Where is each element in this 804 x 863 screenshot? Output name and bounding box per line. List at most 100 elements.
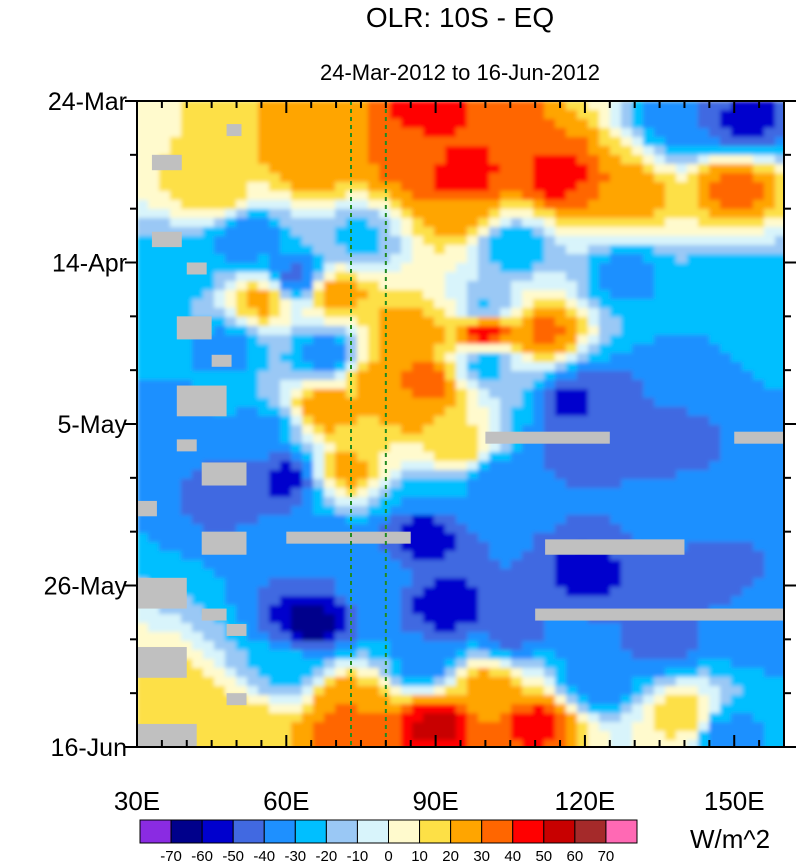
field-cell — [764, 677, 776, 687]
field-cell — [478, 614, 490, 624]
field-cell — [676, 587, 688, 597]
field-cell — [511, 461, 523, 471]
field-cell — [247, 506, 259, 516]
field-cell — [599, 668, 611, 678]
field-cell — [159, 209, 171, 219]
field-cell — [335, 461, 347, 471]
field-cell — [610, 506, 622, 516]
field-cell — [181, 173, 193, 183]
field-cell — [401, 155, 413, 165]
field-cell — [379, 623, 391, 633]
field-cell — [478, 659, 490, 669]
field-cell — [555, 713, 567, 723]
field-cell — [368, 740, 380, 747]
field-cell — [665, 686, 677, 696]
field-cell — [269, 731, 281, 741]
field-cell — [214, 740, 226, 747]
field-cell — [148, 272, 160, 282]
field-cell — [445, 389, 457, 399]
field-cell — [522, 470, 534, 480]
field-cell — [335, 605, 347, 615]
field-cell — [335, 623, 347, 633]
field-cell — [566, 209, 578, 219]
field-cell — [775, 245, 784, 255]
colorbar-label: 50 — [535, 848, 552, 863]
missing-data-segment — [226, 623, 247, 636]
field-cell — [511, 686, 523, 696]
field-cell — [698, 524, 710, 534]
field-cell — [302, 272, 314, 282]
colorbar-swatch — [139, 819, 172, 844]
field-cell — [247, 371, 259, 381]
field-cell — [236, 200, 248, 210]
field-cell — [390, 515, 402, 525]
field-cell — [720, 173, 732, 183]
field-cell — [599, 272, 611, 282]
field-cell — [533, 677, 545, 687]
field-cell — [335, 677, 347, 687]
field-cell — [753, 191, 765, 201]
colorbar-label: 30 — [473, 848, 490, 863]
field-cell — [423, 416, 435, 426]
field-cell — [302, 407, 314, 417]
field-cell — [368, 173, 380, 183]
field-cell — [698, 299, 710, 309]
field-cell — [599, 623, 611, 633]
field-cell — [632, 245, 644, 255]
field-cell — [665, 281, 677, 291]
field-cell — [313, 200, 325, 210]
field-cell — [137, 272, 149, 282]
field-cell — [324, 110, 336, 120]
field-cell — [676, 533, 688, 543]
field-cell — [753, 119, 765, 129]
field-cell — [357, 641, 369, 651]
field-cell — [412, 317, 424, 327]
field-cell — [709, 524, 721, 534]
field-cell — [555, 425, 567, 435]
field-cell — [346, 101, 358, 111]
field-cell — [324, 686, 336, 696]
field-cell — [467, 425, 479, 435]
field-cell — [764, 479, 776, 489]
field-cell — [577, 551, 589, 561]
field-cell — [456, 614, 468, 624]
field-cell — [445, 488, 457, 498]
field-cell — [335, 371, 347, 381]
field-cell — [775, 398, 784, 408]
field-cell — [599, 425, 611, 435]
field-cell — [599, 659, 611, 669]
field-cell — [720, 641, 732, 651]
field-cell — [269, 326, 281, 336]
field-cell — [335, 704, 347, 714]
field-cell — [390, 551, 402, 561]
field-cell — [159, 425, 171, 435]
field-cell — [137, 236, 149, 246]
field-cell — [632, 380, 644, 390]
field-cell — [588, 317, 600, 327]
field-cell — [544, 407, 556, 417]
field-cell — [500, 146, 512, 156]
field-cell — [192, 308, 204, 318]
field-cell — [533, 380, 545, 390]
field-cell — [445, 614, 457, 624]
field-cell — [445, 254, 457, 264]
field-cell — [181, 281, 193, 291]
field-cell — [698, 137, 710, 147]
field-cell — [500, 704, 512, 714]
field-cell — [698, 578, 710, 588]
field-cell — [665, 587, 677, 597]
field-cell — [478, 119, 490, 129]
field-cell — [181, 236, 193, 246]
field-cell — [698, 632, 710, 642]
field-cell — [269, 560, 281, 570]
field-cell — [203, 650, 215, 660]
field-cell — [467, 200, 479, 210]
field-cell — [764, 713, 776, 723]
missing-data-segment — [485, 431, 610, 444]
field-cell — [313, 281, 325, 291]
field-cell — [379, 677, 391, 687]
field-cell — [577, 164, 589, 174]
field-cell — [643, 362, 655, 372]
field-cell — [709, 416, 721, 426]
field-cell — [753, 389, 765, 399]
